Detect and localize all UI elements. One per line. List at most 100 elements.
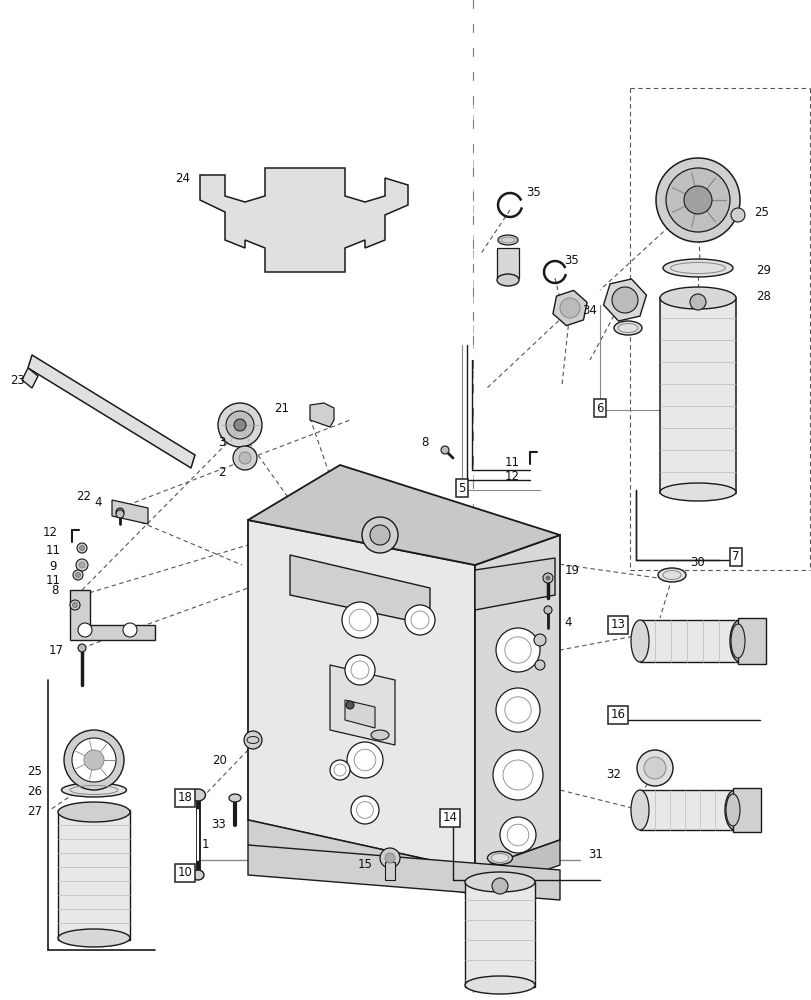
Circle shape <box>225 411 254 439</box>
Circle shape <box>78 644 86 652</box>
Circle shape <box>534 634 545 646</box>
Ellipse shape <box>659 483 735 501</box>
Circle shape <box>345 701 354 709</box>
Text: 25: 25 <box>28 765 42 778</box>
Ellipse shape <box>191 789 205 801</box>
Bar <box>732 788 760 832</box>
Circle shape <box>730 208 744 222</box>
Circle shape <box>405 605 435 635</box>
Circle shape <box>500 817 535 853</box>
Polygon shape <box>112 500 148 524</box>
Ellipse shape <box>496 274 518 286</box>
Text: 11: 11 <box>45 574 61 586</box>
Text: 11: 11 <box>504 456 519 468</box>
Circle shape <box>496 628 539 672</box>
Polygon shape <box>28 355 195 468</box>
Circle shape <box>234 419 246 431</box>
Circle shape <box>560 298 579 318</box>
Ellipse shape <box>487 851 512 864</box>
Polygon shape <box>474 840 560 895</box>
Circle shape <box>116 508 124 516</box>
Circle shape <box>491 878 508 894</box>
Text: 14: 14 <box>442 811 457 824</box>
Polygon shape <box>310 403 333 427</box>
Ellipse shape <box>58 802 130 822</box>
Text: 5: 5 <box>457 482 466 494</box>
Text: 22: 22 <box>76 490 92 504</box>
Text: 33: 33 <box>212 818 226 831</box>
Circle shape <box>79 562 85 568</box>
Circle shape <box>76 559 88 571</box>
Polygon shape <box>345 700 375 728</box>
Bar <box>384 862 394 880</box>
Ellipse shape <box>729 620 749 662</box>
Text: 4: 4 <box>94 495 101 508</box>
Text: 29: 29 <box>756 263 770 276</box>
Polygon shape <box>200 168 407 272</box>
Text: 19: 19 <box>564 564 579 576</box>
Ellipse shape <box>724 790 744 830</box>
Text: 8: 8 <box>421 436 428 450</box>
Text: 28: 28 <box>756 290 770 304</box>
Bar <box>496 248 518 278</box>
Text: 31: 31 <box>588 848 603 861</box>
Text: 34: 34 <box>581 304 597 316</box>
Bar <box>465 882 534 987</box>
Ellipse shape <box>630 790 648 830</box>
Bar <box>737 618 765 664</box>
Circle shape <box>84 750 104 770</box>
Text: 35: 35 <box>564 253 579 266</box>
Circle shape <box>350 796 379 824</box>
Circle shape <box>370 525 389 545</box>
Circle shape <box>346 742 383 778</box>
Bar <box>659 298 735 493</box>
Text: 8: 8 <box>51 584 58 596</box>
Circle shape <box>636 750 672 786</box>
Circle shape <box>70 600 80 610</box>
Polygon shape <box>247 845 560 900</box>
Text: 6: 6 <box>595 401 603 414</box>
Circle shape <box>72 738 116 782</box>
Ellipse shape <box>465 976 534 994</box>
Circle shape <box>75 572 80 578</box>
Ellipse shape <box>465 872 534 892</box>
Ellipse shape <box>630 620 648 662</box>
Circle shape <box>122 623 137 637</box>
Circle shape <box>683 186 711 214</box>
Circle shape <box>73 570 83 580</box>
Text: 1: 1 <box>201 838 208 851</box>
Polygon shape <box>290 555 430 625</box>
Text: 21: 21 <box>274 401 290 414</box>
Polygon shape <box>329 665 394 745</box>
Bar <box>58 810 130 940</box>
Circle shape <box>345 655 375 685</box>
Circle shape <box>329 760 350 780</box>
Bar <box>639 790 734 830</box>
Text: 4: 4 <box>564 615 571 629</box>
Text: 17: 17 <box>49 644 63 656</box>
Ellipse shape <box>371 730 388 740</box>
Polygon shape <box>474 535 560 870</box>
Circle shape <box>665 168 729 232</box>
Text: 2: 2 <box>218 466 225 479</box>
Circle shape <box>217 403 262 447</box>
Circle shape <box>72 602 77 607</box>
Circle shape <box>543 573 552 583</box>
Circle shape <box>79 546 84 550</box>
Circle shape <box>116 510 124 518</box>
Ellipse shape <box>659 287 735 309</box>
Circle shape <box>341 602 378 638</box>
Circle shape <box>643 757 665 779</box>
Bar <box>639 620 739 662</box>
Text: 30: 30 <box>690 556 705 568</box>
Circle shape <box>689 294 705 310</box>
Ellipse shape <box>191 870 204 880</box>
Text: 3: 3 <box>218 436 225 448</box>
Ellipse shape <box>229 794 241 802</box>
Ellipse shape <box>58 929 130 947</box>
Circle shape <box>496 688 539 732</box>
Polygon shape <box>247 820 474 895</box>
Text: 32: 32 <box>606 768 620 781</box>
Circle shape <box>543 606 551 614</box>
Circle shape <box>384 853 394 863</box>
